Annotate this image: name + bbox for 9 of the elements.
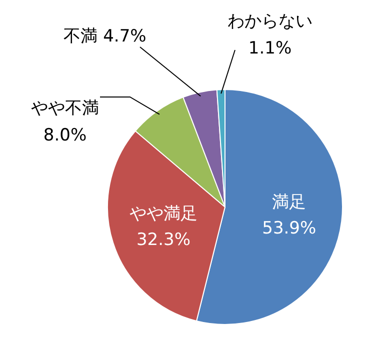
data-label: 1.1% <box>248 38 292 58</box>
data-label: 32.3% <box>136 230 190 250</box>
slice-label: やや満足 <box>129 204 198 224</box>
slice-label: 不満 4.7% <box>64 26 146 46</box>
slice-label: 満足 <box>272 192 306 212</box>
data-label: 8.0% <box>43 125 87 146</box>
slice-label: わからない <box>228 11 312 32</box>
slice-label: やや不満 <box>31 98 99 118</box>
data-label: 53.9% <box>262 218 316 238</box>
